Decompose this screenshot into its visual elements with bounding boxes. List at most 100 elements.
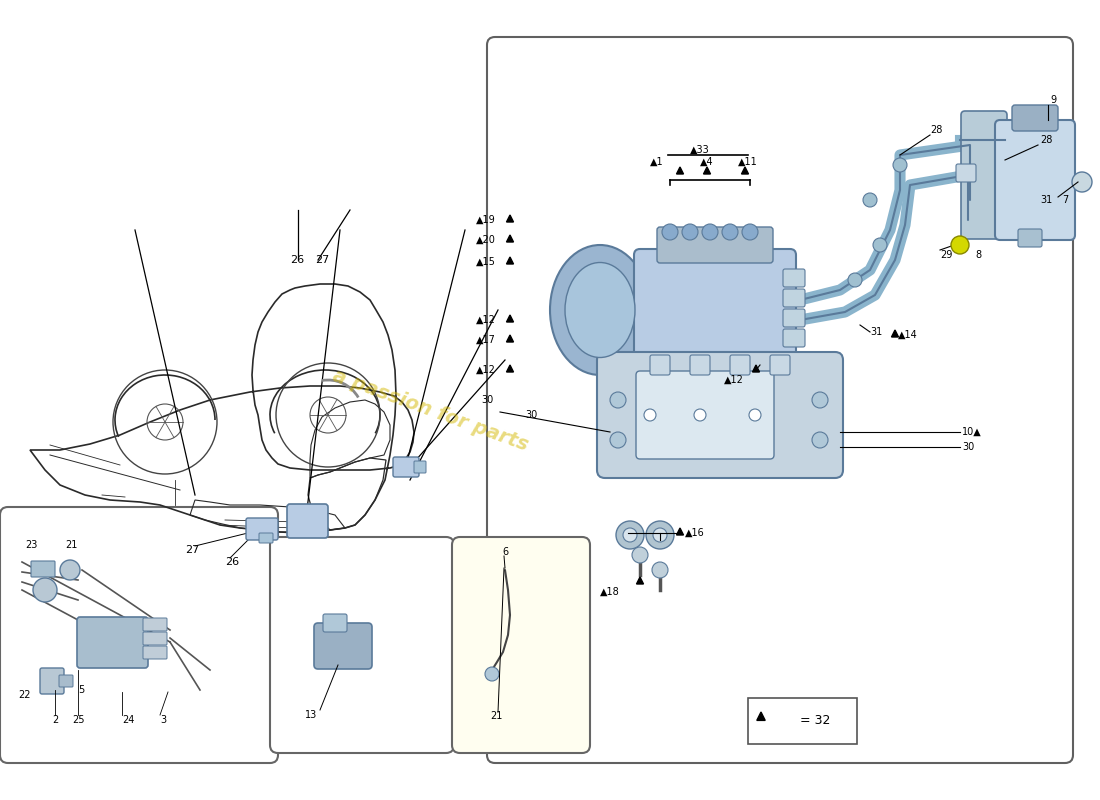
Circle shape: [682, 224, 698, 240]
Polygon shape: [506, 335, 514, 342]
FancyBboxPatch shape: [770, 355, 790, 375]
FancyBboxPatch shape: [246, 518, 278, 540]
FancyBboxPatch shape: [393, 457, 419, 477]
Polygon shape: [506, 365, 514, 372]
Text: ▲4: ▲4: [700, 157, 714, 167]
Circle shape: [749, 409, 761, 421]
FancyBboxPatch shape: [1012, 105, 1058, 131]
Circle shape: [694, 409, 706, 421]
Circle shape: [646, 521, 674, 549]
Text: ▲17: ▲17: [476, 335, 496, 345]
Circle shape: [722, 224, 738, 240]
Polygon shape: [676, 167, 683, 174]
Text: 13: 13: [305, 710, 317, 720]
FancyBboxPatch shape: [143, 618, 167, 631]
Text: ▲18: ▲18: [600, 587, 619, 597]
Circle shape: [1072, 172, 1092, 192]
Text: ▲33: ▲33: [690, 145, 710, 155]
Text: 25: 25: [72, 715, 85, 725]
FancyBboxPatch shape: [270, 537, 454, 753]
Circle shape: [812, 392, 828, 408]
FancyBboxPatch shape: [258, 533, 273, 543]
FancyBboxPatch shape: [77, 617, 148, 668]
Circle shape: [610, 432, 626, 448]
FancyBboxPatch shape: [143, 646, 167, 659]
Text: 30: 30: [525, 410, 537, 420]
Circle shape: [653, 528, 667, 542]
Text: 10▲: 10▲: [962, 427, 981, 437]
Text: 2: 2: [52, 715, 58, 725]
Text: 6: 6: [502, 547, 508, 557]
Text: 3: 3: [160, 715, 166, 725]
FancyBboxPatch shape: [996, 120, 1075, 240]
Ellipse shape: [565, 262, 635, 358]
Ellipse shape: [550, 245, 650, 375]
FancyBboxPatch shape: [0, 507, 278, 763]
Text: 26: 26: [226, 557, 239, 567]
Text: 9: 9: [1050, 95, 1056, 105]
Text: ▲20: ▲20: [476, 235, 496, 245]
Text: 22: 22: [18, 690, 31, 700]
Circle shape: [485, 667, 499, 681]
Circle shape: [610, 392, 626, 408]
Circle shape: [33, 578, 57, 602]
Text: 5: 5: [78, 685, 85, 695]
Text: ▲15: ▲15: [476, 257, 496, 267]
Circle shape: [662, 224, 678, 240]
FancyBboxPatch shape: [452, 537, 590, 753]
Circle shape: [873, 238, 887, 252]
Text: 30: 30: [482, 395, 494, 405]
Polygon shape: [704, 167, 711, 174]
Text: 27: 27: [185, 545, 199, 555]
Text: 31: 31: [1040, 195, 1053, 205]
Text: 28: 28: [930, 125, 943, 135]
Circle shape: [616, 521, 644, 549]
FancyBboxPatch shape: [634, 249, 796, 371]
Polygon shape: [506, 235, 514, 242]
FancyBboxPatch shape: [783, 289, 805, 307]
Circle shape: [702, 224, 718, 240]
FancyBboxPatch shape: [143, 632, 167, 645]
Text: ▲11: ▲11: [738, 157, 758, 167]
Text: 29: 29: [940, 250, 953, 260]
Circle shape: [952, 236, 969, 254]
FancyBboxPatch shape: [956, 164, 976, 182]
FancyBboxPatch shape: [323, 614, 346, 632]
FancyBboxPatch shape: [730, 355, 750, 375]
FancyBboxPatch shape: [31, 561, 55, 577]
Text: ▲12: ▲12: [476, 365, 496, 375]
Circle shape: [644, 409, 656, 421]
Text: 27: 27: [315, 255, 329, 265]
Text: 26: 26: [290, 255, 304, 265]
FancyBboxPatch shape: [1018, 229, 1042, 247]
FancyBboxPatch shape: [748, 698, 857, 744]
Polygon shape: [506, 257, 514, 264]
Text: ▲12: ▲12: [476, 315, 496, 325]
Text: ▲14: ▲14: [898, 330, 917, 340]
FancyBboxPatch shape: [414, 461, 426, 473]
Text: 30: 30: [962, 442, 975, 452]
FancyBboxPatch shape: [59, 675, 73, 687]
FancyBboxPatch shape: [40, 668, 64, 694]
Polygon shape: [676, 528, 683, 535]
Text: 28: 28: [1040, 135, 1053, 145]
FancyBboxPatch shape: [783, 309, 805, 327]
Text: 7: 7: [1062, 195, 1068, 205]
FancyBboxPatch shape: [650, 355, 670, 375]
Polygon shape: [891, 330, 899, 337]
Text: ▲12: ▲12: [724, 375, 744, 385]
Circle shape: [623, 528, 637, 542]
Text: 23: 23: [25, 540, 37, 550]
FancyBboxPatch shape: [314, 623, 372, 669]
FancyBboxPatch shape: [961, 111, 1006, 239]
Text: a passion for parts: a passion for parts: [330, 366, 530, 454]
FancyBboxPatch shape: [783, 269, 805, 287]
Polygon shape: [752, 365, 759, 372]
Polygon shape: [637, 577, 644, 584]
Circle shape: [893, 158, 907, 172]
Polygon shape: [741, 167, 748, 174]
FancyBboxPatch shape: [487, 37, 1072, 763]
Circle shape: [812, 432, 828, 448]
Text: 24: 24: [122, 715, 134, 725]
Text: = 32: = 32: [800, 714, 830, 727]
